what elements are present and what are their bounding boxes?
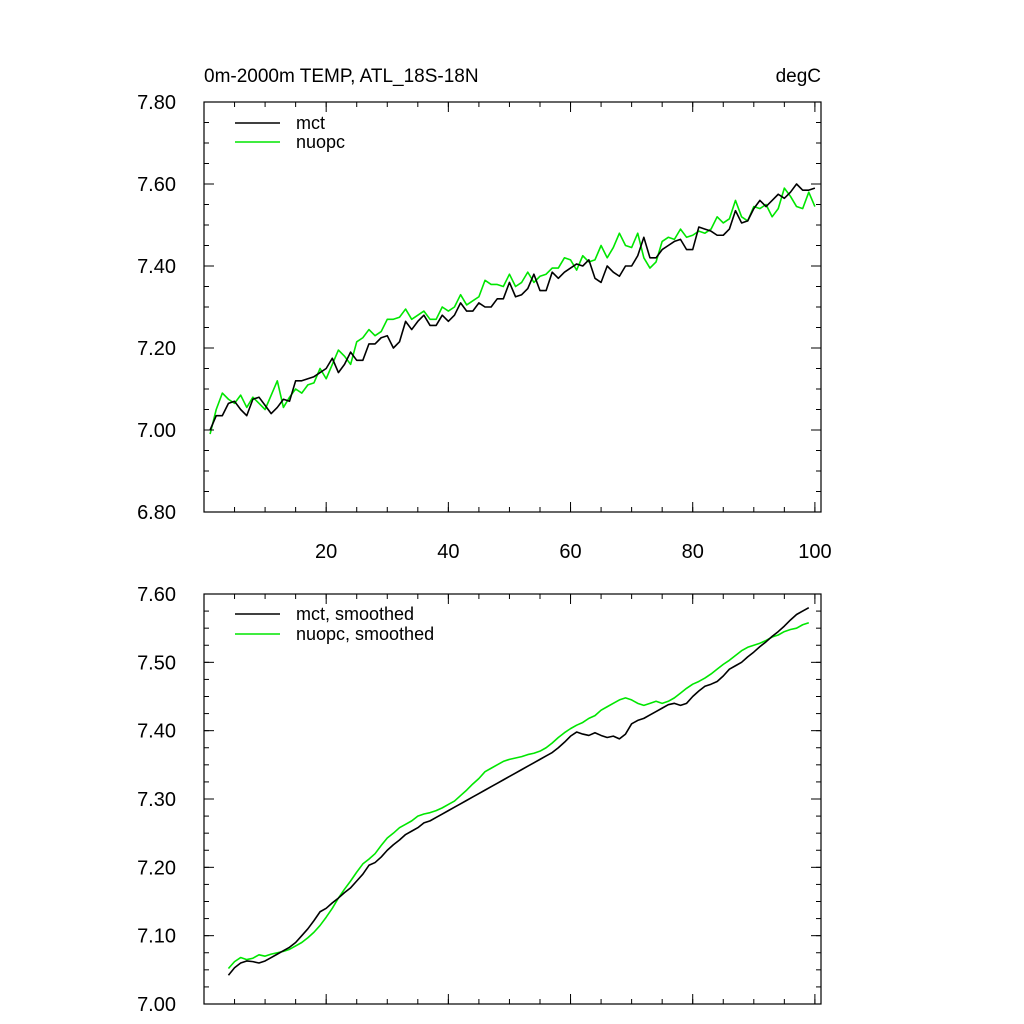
y-tick-label: 7.40 <box>137 721 176 743</box>
y-tick-label: 7.80 <box>137 92 176 114</box>
y-tick-label: 7.00 <box>137 420 176 442</box>
legend-label-mct-smoothed: mct, smoothed <box>296 604 414 624</box>
y-tick-label: 7.30 <box>137 789 176 811</box>
series-line-nuopc-smoothed <box>227 621 810 970</box>
bottom-panel: mct, smoothed nuopc, smoothed 7.00 7.10 7.… <box>137 584 822 1016</box>
legend-label-nuopc-smoothed: nuopc, smoothed <box>296 624 434 644</box>
x-tick-label: 40 <box>437 541 459 563</box>
y-tick-label: 7.60 <box>137 584 176 606</box>
y-tick-label: 7.00 <box>137 994 176 1016</box>
x-tick-label: 80 <box>682 541 704 563</box>
y-tick-label: 7.20 <box>137 338 176 360</box>
top-panel: 0m-2000m TEMP, ATL_18S-18N degC mct nuop… <box>137 66 832 563</box>
y-tick-label: 7.60 <box>137 174 176 196</box>
x-tick-label: 20 <box>315 541 337 563</box>
series-line-mct <box>209 183 816 431</box>
legend-label-mct: mct <box>296 113 325 133</box>
y-tick-label: 7.40 <box>137 256 176 278</box>
series-line-mct-smoothed <box>227 606 810 976</box>
series-line-nuopc <box>209 187 816 435</box>
top-plot-frame <box>203 101 822 513</box>
y-tick-label: 6.80 <box>137 502 176 524</box>
top-legend: mct nuopc <box>235 113 345 152</box>
y-tick-label: 7.50 <box>137 652 176 674</box>
y-tick-label: 7.20 <box>137 857 176 879</box>
x-tick-label: 60 <box>559 541 581 563</box>
y-tick-label: 7.10 <box>137 926 176 948</box>
panel-title-left: 0m-2000m TEMP, ATL_18S-18N <box>204 66 479 87</box>
legend-label-nuopc: nuopc <box>296 132 345 152</box>
bottom-legend: mct, smoothed nuopc, smoothed <box>235 604 434 644</box>
x-tick-label: 100 <box>798 541 831 563</box>
bottom-plot-area <box>227 606 810 976</box>
top-plot-area <box>209 183 816 435</box>
panel-units-label: degC <box>776 66 821 87</box>
